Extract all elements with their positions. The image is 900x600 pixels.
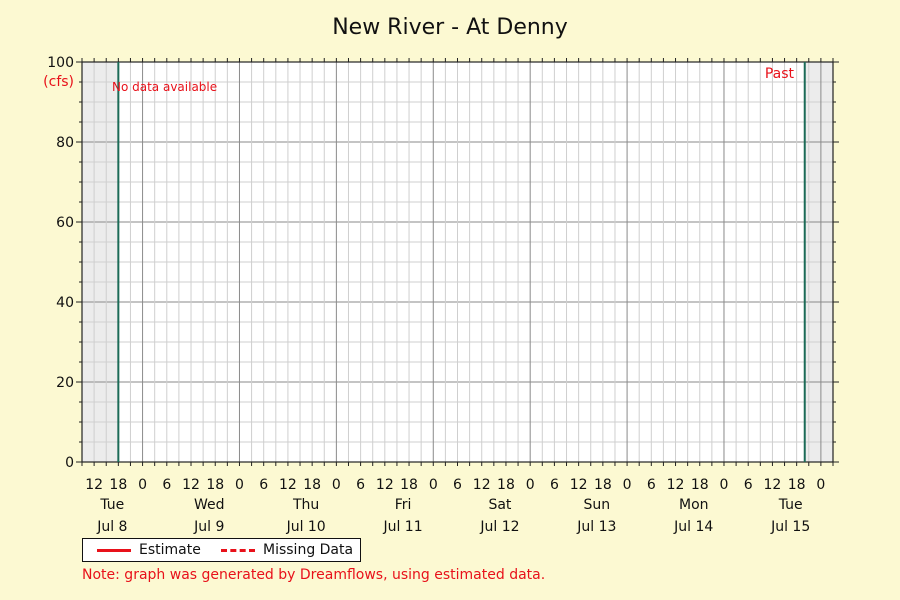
x-hour-tick-label: 0 — [526, 477, 535, 493]
x-hour-tick-label: 0 — [623, 477, 632, 493]
x-hour-tick-label: 18 — [109, 477, 127, 493]
legend-label-estimate: Estimate — [139, 542, 201, 558]
y-tick-label: 20 — [56, 375, 74, 391]
x-hour-tick-label: 18 — [303, 477, 321, 493]
x-hour-tick-label: 12 — [473, 477, 491, 493]
x-date-label: Jul 14 — [673, 519, 713, 535]
x-hour-tick-label: 6 — [744, 477, 753, 493]
x-day-label: Fri — [395, 497, 412, 513]
x-day-label: Sun — [584, 497, 611, 513]
x-hour-tick-label: 18 — [497, 477, 515, 493]
x-hour-tick-label: 18 — [691, 477, 709, 493]
x-day-label: Mon — [679, 497, 709, 513]
y-tick-label: 40 — [56, 295, 74, 311]
chart-title: New River - At Denny — [332, 15, 568, 40]
x-hour-tick-label: 18 — [788, 477, 806, 493]
x-hour-tick-label: 6 — [356, 477, 365, 493]
legend-label-missing-data: Missing Data — [263, 542, 354, 558]
x-date-label: Jul 11 — [382, 519, 422, 535]
legend-swatch-estimate — [97, 548, 131, 552]
x-day-label: Thu — [292, 497, 319, 513]
legend: Estimate Missing Data — [82, 538, 361, 562]
legend-item-missing-data: Missing Data — [221, 542, 353, 558]
x-hour-tick-label: 12 — [85, 477, 103, 493]
x-day-label: Tue — [99, 497, 124, 513]
x-hour-tick-label: 0 — [138, 477, 147, 493]
y-tick-label: 60 — [56, 215, 74, 231]
x-hour-tick-label: 0 — [720, 477, 729, 493]
y-tick-label: 100 — [47, 55, 74, 71]
legend-item-estimate: Estimate — [97, 542, 201, 558]
past-marker-label: Past — [765, 66, 795, 82]
x-hour-tick-label: 6 — [259, 477, 268, 493]
x-hour-tick-label: 18 — [400, 477, 418, 493]
x-hour-tick-label: 12 — [279, 477, 297, 493]
x-date-label: Jul 8 — [96, 519, 127, 535]
x-date-label: Jul 10 — [286, 519, 326, 535]
x-hour-tick-label: 0 — [332, 477, 341, 493]
x-hour-tick-label: 12 — [570, 477, 588, 493]
legend-swatch-missing-data — [221, 548, 255, 552]
x-hour-tick-label: 0 — [429, 477, 438, 493]
x-hour-tick-label: 6 — [550, 477, 559, 493]
no-data-annotation: No data available — [112, 80, 217, 94]
x-hour-tick-label: 12 — [764, 477, 782, 493]
x-hour-tick-label: 12 — [182, 477, 200, 493]
x-hour-tick-label: 12 — [376, 477, 394, 493]
x-date-label: Jul 12 — [479, 519, 519, 535]
x-hour-tick-label: 18 — [206, 477, 224, 493]
footer-note: Note: graph was generated by Dreamflows,… — [82, 567, 546, 583]
y-tick-label: 80 — [56, 135, 74, 151]
x-day-label: Sat — [488, 497, 511, 513]
y-tick-label: 0 — [65, 455, 74, 471]
x-hour-tick-label: 12 — [667, 477, 685, 493]
x-hour-tick-label: 6 — [162, 477, 171, 493]
x-hour-tick-label: 6 — [647, 477, 656, 493]
x-day-label: Tue — [778, 497, 803, 513]
y-axis-label: (cfs) — [43, 74, 74, 90]
x-hour-tick-label: 0 — [235, 477, 244, 493]
x-date-label: Jul 9 — [193, 519, 224, 535]
x-hour-tick-label: 0 — [816, 477, 825, 493]
x-hour-tick-label: 18 — [594, 477, 612, 493]
x-day-label: Wed — [194, 497, 225, 513]
x-date-label: Jul 15 — [770, 519, 810, 535]
x-date-label: Jul 13 — [576, 519, 616, 535]
x-hour-tick-label: 6 — [453, 477, 462, 493]
